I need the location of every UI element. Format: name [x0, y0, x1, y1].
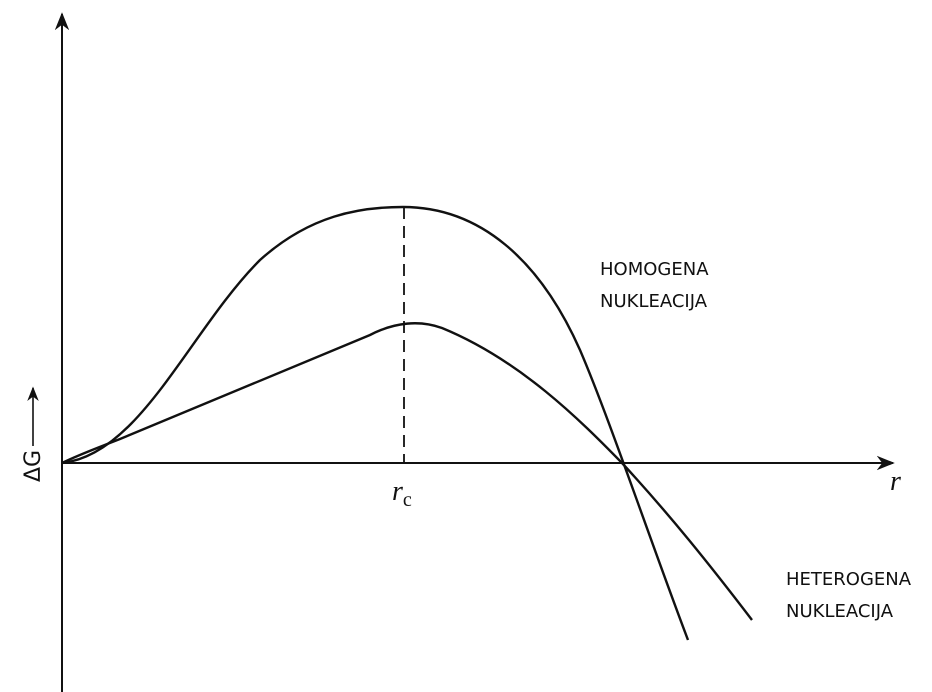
homogeneous-label: NUKLEACIJA: [600, 291, 708, 312]
homogeneous-label: HOMOGENA: [600, 259, 709, 280]
critical-radius-sub: c: [403, 489, 412, 511]
critical-radius-base: r: [392, 476, 403, 507]
homogeneous-curve: [61, 205, 690, 641]
critical-radius-label: rc: [392, 476, 412, 511]
heterogeneous-label: NUKLEACIJA: [786, 601, 894, 622]
heterogeneous-label: HETEROGENA: [786, 569, 912, 590]
heterogeneous-curve: [61, 322, 753, 621]
x-axis-label: r: [890, 466, 901, 497]
y-axis-label: ΔG: [21, 450, 46, 482]
